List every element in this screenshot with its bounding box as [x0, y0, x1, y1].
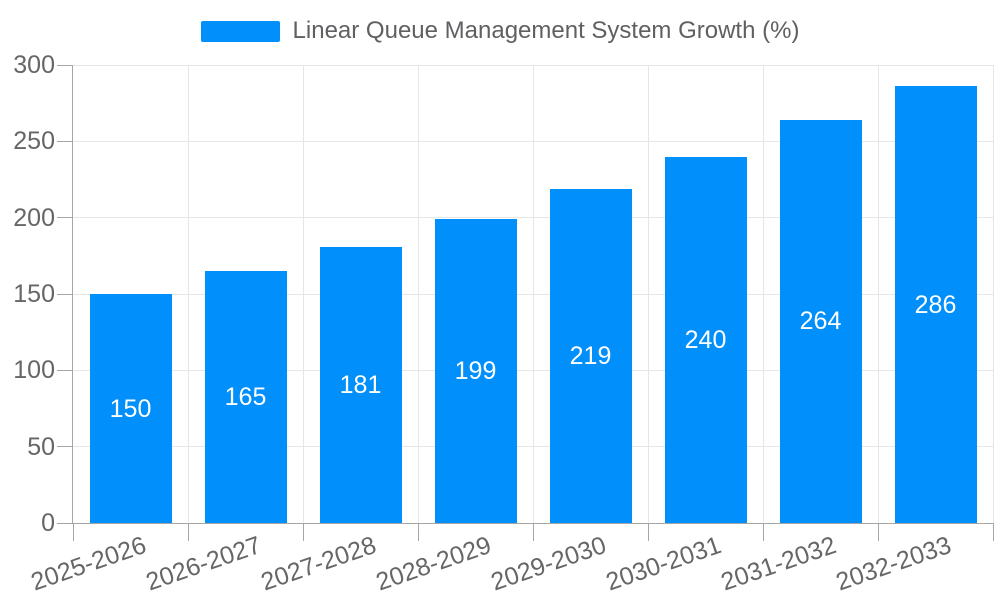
y-axis-tick: [57, 293, 73, 295]
y-axis-tick: [57, 140, 73, 142]
gridline-vertical: [302, 65, 304, 523]
x-axis-tick: [647, 523, 649, 541]
x-axis-tick: [302, 523, 304, 541]
x-axis-tick: [72, 523, 74, 541]
y-axis-tick-label: 300: [13, 51, 55, 79]
legend-swatch: [200, 20, 280, 42]
y-axis-tick: [57, 64, 73, 66]
bar-value-label: 150: [109, 394, 152, 423]
x-axis-tick: [877, 523, 879, 541]
bar-value-label: 219: [569, 341, 612, 370]
bar[interactable]: [894, 86, 977, 523]
y-axis-tick-label: 50: [27, 432, 55, 461]
gridline-vertical: [762, 65, 764, 523]
gridline-vertical: [532, 65, 534, 523]
y-axis-tick-label: 0: [41, 509, 55, 537]
gridline-vertical: [877, 65, 879, 523]
y-axis-tick: [57, 446, 73, 448]
gridline-vertical: [187, 65, 189, 523]
x-axis-tick-label: 2027-2028: [257, 531, 380, 597]
y-axis-tick-label: 150: [13, 280, 55, 308]
x-axis-tick-label: 2029-2030: [487, 531, 610, 597]
x-axis-tick: [532, 523, 534, 541]
gridline-vertical: [992, 65, 994, 523]
y-axis-tick-label: 100: [13, 356, 55, 385]
y-axis-tick: [57, 217, 73, 219]
y-axis-tick-label: 250: [13, 127, 55, 156]
y-axis-tick: [57, 522, 73, 524]
bar[interactable]: [434, 219, 517, 523]
gridline-vertical: [417, 65, 419, 523]
legend-item[interactable]: Linear Queue Management System Growth (%…: [0, 17, 1000, 45]
y-axis-tick-label: 200: [13, 203, 55, 232]
x-axis-tick-label: 2032-2033: [832, 531, 955, 597]
y-axis-tick: [57, 369, 73, 371]
x-axis-tick-label: 2028-2029: [372, 531, 495, 597]
bar-value-label: 181: [339, 370, 382, 399]
bar[interactable]: [204, 271, 287, 523]
x-axis-tick-label: 2026-2027: [142, 531, 265, 597]
bar[interactable]: [549, 188, 632, 523]
bar[interactable]: [319, 246, 402, 523]
x-axis-tick-label: 2031-2032: [717, 531, 840, 597]
legend-label: Linear Queue Management System Growth (%…: [292, 17, 800, 44]
bar-value-label: 264: [799, 307, 842, 336]
bar-value-label: 165: [224, 383, 267, 412]
x-axis-tick: [187, 523, 189, 541]
bar[interactable]: [89, 294, 172, 523]
x-axis-tick-label: 2030-2031: [602, 531, 725, 597]
x-axis-tick-label: 2025-2026: [27, 531, 150, 597]
x-axis-tick: [762, 523, 764, 541]
bar-value-label: 199: [454, 357, 497, 386]
bar[interactable]: [779, 119, 862, 523]
bar-value-label: 240: [684, 325, 727, 354]
gridline-vertical: [647, 65, 649, 523]
bar[interactable]: [664, 156, 747, 523]
bar-value-label: 286: [914, 290, 957, 319]
x-axis-tick: [992, 523, 994, 541]
x-axis-tick: [417, 523, 419, 541]
